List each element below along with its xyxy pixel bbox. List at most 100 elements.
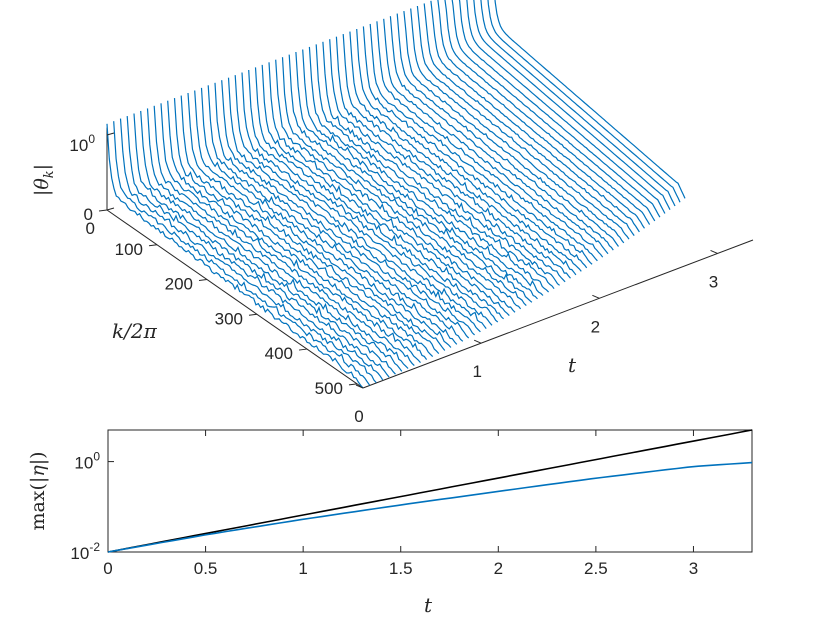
- growth-x-tick-label: 3: [689, 559, 698, 578]
- k-tick-label: 0: [84, 205, 93, 224]
- t-axis-line: [362, 239, 754, 389]
- growth-x-tick-label: 0: [103, 559, 112, 578]
- spectrum-series-line: [466, 0, 666, 214]
- growth-x-tick-label: 2.5: [584, 559, 608, 578]
- waterfall-ticks: 0 100 200 300 400 500 0 1 2 3 0 100: [69, 132, 718, 426]
- spectrum-series-line: [430, 0, 640, 233]
- growth-x-tick-label: 1: [298, 559, 307, 578]
- spectrum-series-line: [106, 123, 364, 389]
- spectrum-series-line: [194, 90, 446, 351]
- spectrum-series-line: [119, 118, 377, 383]
- spectrum-series-line: [153, 105, 409, 369]
- reference-exponential-line: [107, 429, 753, 553]
- spectrum-series-line: [254, 67, 499, 323]
- spectrum-series-line: [308, 46, 544, 296]
- k-tick-label: 200: [165, 275, 193, 294]
- t-tick-label: 0: [354, 407, 363, 426]
- spectrum-series-line: [423, 3, 635, 236]
- spectrum-series-line: [146, 108, 403, 372]
- spectrum-series-line: [295, 51, 533, 303]
- z-tick-mark: [106, 207, 115, 211]
- growth-x-tick-label: 0.5: [194, 559, 218, 578]
- waterfall-x-axis-label: k/2π: [112, 319, 158, 343]
- spectrum-series-line: [214, 82, 464, 342]
- t-tick-mark: [710, 249, 718, 254]
- growth-x-tick-label: 2: [494, 559, 503, 578]
- growth-y-tick-label: 10-2: [70, 540, 100, 563]
- spectrum-series-line: [416, 5, 630, 240]
- t-tick-mark: [592, 294, 600, 299]
- k-tick-mark: [298, 348, 308, 351]
- spectrum-series-line: [396, 13, 614, 251]
- z-tick-mark: [106, 132, 115, 136]
- k-tick-label: 300: [215, 309, 243, 328]
- t-tick-label: 2: [591, 317, 600, 336]
- spectrum-series-line: [207, 85, 458, 345]
- spectrum-series-line: [403, 11, 619, 247]
- spectrum-series-line: [329, 39, 560, 286]
- spectrum-series-line: [180, 95, 434, 358]
- growth-y-tick-label: 100: [74, 450, 100, 473]
- spectrum-series-line: [160, 103, 415, 367]
- t-tick-label: 3: [709, 272, 718, 291]
- spectrum-series-line: [268, 62, 510, 317]
- k-tick-label: 100: [115, 240, 143, 259]
- spectrum-series-line: [126, 116, 384, 381]
- spectrum-series-line: [113, 121, 371, 386]
- spectrum-series-line: [376, 21, 598, 262]
- k-tick-mark: [198, 279, 208, 282]
- spectrum-series-line: [451, 0, 656, 222]
- k-tick-mark: [348, 383, 358, 386]
- spectrum-series-line: [369, 23, 593, 265]
- t-tick-mark: [473, 339, 482, 344]
- z-tick-label: 0: [86, 219, 95, 238]
- spectrum-series-line: [261, 64, 504, 320]
- growth-plot-frame: [107, 429, 753, 553]
- spectrum-series-line: [458, 0, 661, 218]
- k-tick-mark: [248, 313, 258, 316]
- spectrum-series-line: [133, 113, 390, 378]
- growth-plot-ticks: 0 0.5 1 1.5 2 2.5 3 10-2 100: [70, 430, 698, 578]
- growth-plot-y-axis-label: max(|η|): [27, 451, 49, 530]
- spectrum-series-line: [288, 54, 527, 307]
- spectrum-series-line: [234, 75, 481, 333]
- growth-plot-x-axis-label: t: [424, 593, 433, 617]
- spectrum-series-line: [389, 16, 609, 255]
- spectrum-series-line: [221, 80, 470, 339]
- spectrum-series-line: [473, 0, 671, 210]
- k-tick-label: 400: [265, 344, 293, 363]
- growth-plot: 0 0.5 1 1.5 2 2.5 3 10-2 100 max(|η|) t: [27, 429, 753, 617]
- spectrum-series-line: [356, 28, 582, 272]
- spectrum-series-line: [410, 8, 625, 244]
- spectrum-series-line: [444, 0, 651, 225]
- max-eta-line: [107, 461, 753, 553]
- spectrum-series-line: [281, 57, 522, 310]
- spectrum-series-line: [494, 0, 686, 199]
- spectrum-series-line: [383, 18, 604, 258]
- spectrum-series-line: [322, 41, 555, 290]
- k-tick-mark: [98, 209, 108, 212]
- spectrum-series-line: [480, 0, 676, 207]
- z-tick-label: 100: [69, 132, 95, 155]
- spectrum-series-line: [315, 44, 550, 293]
- t-tick-label: 1: [472, 362, 481, 381]
- spectrum-series-line: [248, 69, 493, 326]
- growth-x-tick-label: 1.5: [389, 559, 413, 578]
- spectrum-series-line: [187, 92, 440, 355]
- waterfall-axes: [106, 127, 754, 389]
- waterfall-y-axis-label: t: [568, 353, 577, 377]
- spectrum-series-line: [140, 110, 396, 375]
- spectrum-series-line: [335, 36, 566, 283]
- spectrum-series-line: [302, 49, 538, 300]
- spectrum-series-line: [275, 59, 516, 313]
- spectrum-series-line: [487, 0, 681, 203]
- spectrum-series-line: [167, 100, 421, 363]
- k-axis-line: [106, 209, 364, 389]
- spectrum-series-line: [173, 98, 428, 360]
- spectrum-series-line: [349, 31, 577, 276]
- t-tick-mark: [355, 384, 364, 389]
- waterfall-plot: 0 100 200 300 400 500 0 1 2 3 0 100 |θk| k/2π t: [31, 0, 754, 426]
- k-tick-label: 500: [315, 379, 343, 398]
- waterfall-series: [106, 0, 686, 389]
